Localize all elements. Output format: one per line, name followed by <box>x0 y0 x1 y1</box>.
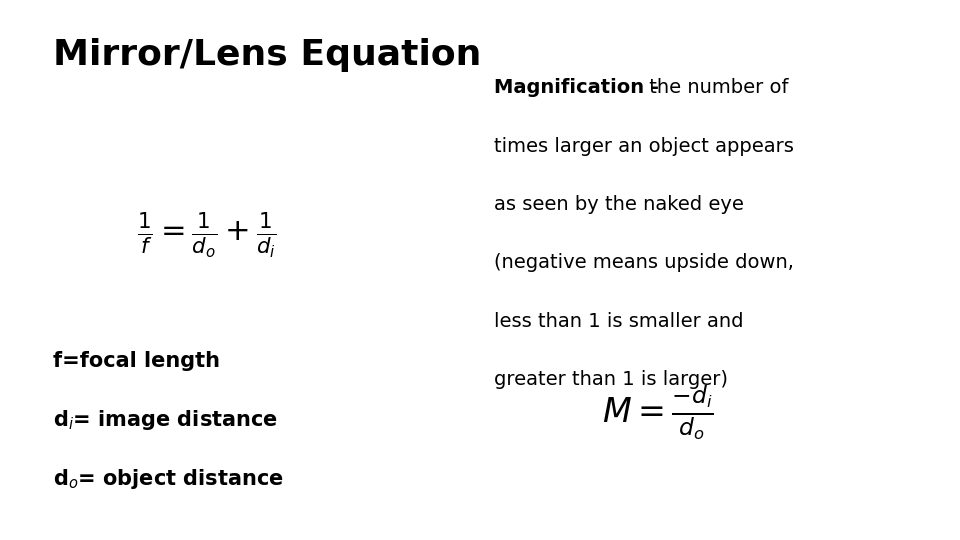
Text: as seen by the naked eye: as seen by the naked eye <box>494 195 744 214</box>
Text: d$_o$= object distance: d$_o$= object distance <box>53 467 283 491</box>
Text: Mirror/Lens Equation: Mirror/Lens Equation <box>53 38 481 72</box>
Text: $\frac{1}{f} = \frac{1}{d_o} + \frac{1}{d_i}$: $\frac{1}{f} = \frac{1}{d_o} + \frac{1}{… <box>136 210 276 260</box>
Text: times larger an object appears: times larger an object appears <box>494 137 794 156</box>
Text: greater than 1 is larger): greater than 1 is larger) <box>494 370 729 389</box>
Text: less than 1 is smaller and: less than 1 is smaller and <box>494 312 744 330</box>
Text: (negative means upside down,: (negative means upside down, <box>494 253 794 272</box>
Text: f=focal length: f=focal length <box>53 351 220 371</box>
Text: Magnification -: Magnification - <box>494 78 660 97</box>
Text: the number of: the number of <box>643 78 789 97</box>
Text: $M = \frac{-d_i}{d_o}$: $M = \frac{-d_i}{d_o}$ <box>602 384 713 442</box>
Text: d$_i$= image distance: d$_i$= image distance <box>53 408 277 431</box>
